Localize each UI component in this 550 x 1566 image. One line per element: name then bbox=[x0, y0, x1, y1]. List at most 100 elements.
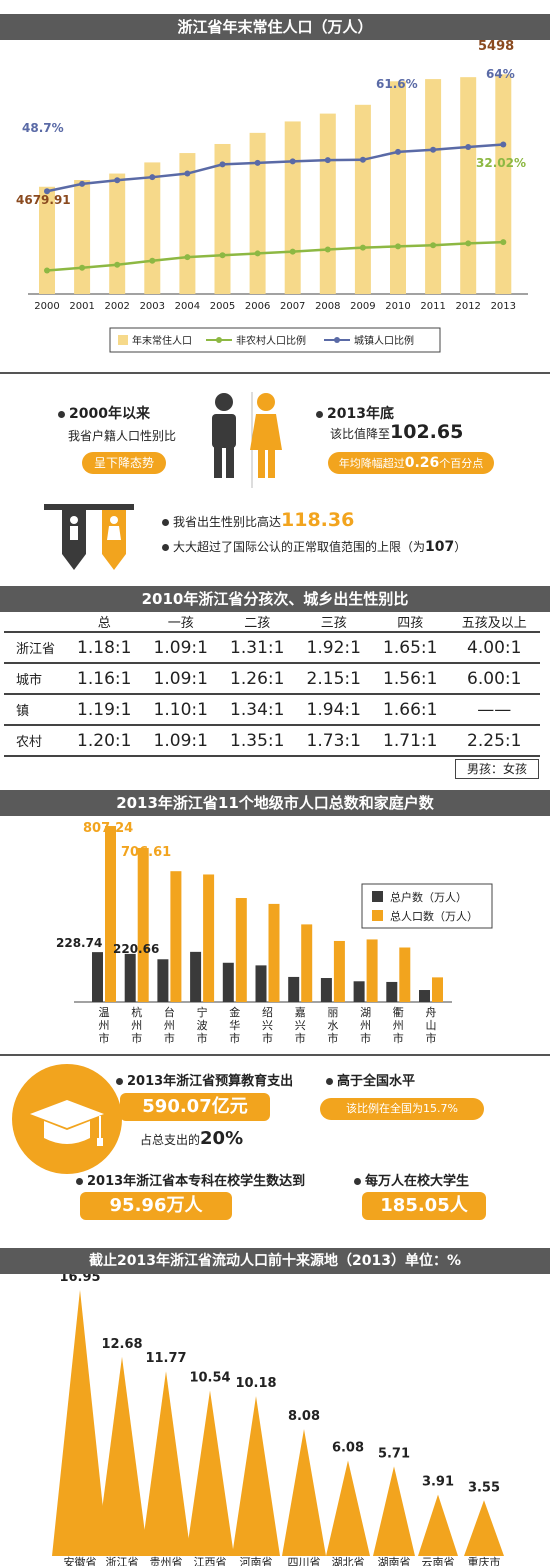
value-label: 12.68 bbox=[101, 1337, 142, 1352]
population-bar bbox=[39, 186, 55, 294]
sex-a-title: 2000年以来 bbox=[69, 406, 150, 422]
sex-a-title-row: 2000年以来 bbox=[58, 403, 150, 423]
x-tick-label: 2012 bbox=[455, 301, 480, 312]
nonrural-point bbox=[184, 254, 191, 261]
x-tick-label: 2013 bbox=[491, 301, 516, 312]
table-cell: 1.71:1 bbox=[372, 724, 449, 757]
value-label: 8.08 bbox=[288, 1409, 320, 1424]
sex-c-text: 我省出生性别比高达 bbox=[173, 515, 282, 529]
x-tick-label: 兴 bbox=[262, 1019, 273, 1032]
x-tick-label: 山 bbox=[426, 1019, 437, 1032]
table-row: 城市 1.16:1 1.09:1 1.26:1 2.15:1 1.56:1 6.00:1 bbox=[4, 662, 540, 694]
x-tick-label: 2011 bbox=[420, 301, 445, 312]
table-cell: 4.00:1 bbox=[448, 631, 540, 663]
x-tick-label: 州 bbox=[393, 1019, 404, 1032]
x-tick-label: 2009 bbox=[350, 301, 375, 312]
male-female-icon bbox=[212, 392, 282, 488]
household-bar bbox=[190, 951, 202, 1002]
population-bar bbox=[137, 847, 149, 1002]
household-bar bbox=[222, 962, 234, 1002]
population-bar bbox=[109, 173, 126, 294]
x-tick-label: 市 bbox=[262, 1031, 273, 1045]
table-cell: 1.73:1 bbox=[295, 724, 372, 757]
bullet-icon bbox=[326, 1078, 333, 1085]
value-label: 6.08 bbox=[332, 1441, 364, 1456]
bullet-icon bbox=[162, 519, 169, 526]
population-bar bbox=[249, 132, 266, 294]
x-tick-label: 市 bbox=[393, 1031, 404, 1045]
edu-1-title: 2013年浙江省预算教育支出 bbox=[127, 1074, 294, 1089]
edu-2-title: 高于全国水平 bbox=[337, 1074, 416, 1089]
x-tick-label: 市 bbox=[99, 1031, 110, 1045]
urban-point bbox=[79, 180, 86, 187]
urban-point bbox=[359, 156, 366, 163]
x-tick-label: 云南省 bbox=[422, 1556, 455, 1566]
nonrural-point bbox=[430, 242, 437, 249]
x-tick-label: 2001 bbox=[69, 301, 94, 312]
edu-1-pct: 20% bbox=[200, 1128, 244, 1149]
x-tick-label: 州 bbox=[131, 1019, 142, 1032]
x-tick-label: 水 bbox=[327, 1019, 338, 1032]
table-cell: 1.34:1 bbox=[219, 693, 296, 725]
source-peak bbox=[418, 1494, 458, 1556]
x-tick-label: 市 bbox=[360, 1031, 371, 1045]
x-tick-label: 嘉 bbox=[295, 1005, 306, 1019]
edu-4-value: 185.05人 bbox=[362, 1192, 486, 1220]
x-tick-label: 杭 bbox=[131, 1005, 142, 1019]
table-cell: 2.25:1 bbox=[448, 724, 540, 757]
bullet-icon bbox=[116, 1078, 123, 1085]
urban-point bbox=[149, 174, 156, 181]
table-cell: —— bbox=[448, 693, 540, 725]
sex-c-value: 118.36 bbox=[281, 509, 355, 531]
population-bar bbox=[390, 81, 406, 294]
x-tick-label: 浙江省 bbox=[106, 1556, 139, 1566]
source-peak bbox=[141, 1371, 191, 1556]
table-row-label: 城市 bbox=[4, 662, 66, 694]
table-header-cell bbox=[4, 612, 66, 632]
sex-d-value: 107 bbox=[425, 539, 455, 555]
table-cell: 1.09:1 bbox=[142, 724, 219, 757]
bullet-icon bbox=[354, 1178, 361, 1185]
population-bar bbox=[144, 162, 161, 294]
migrant-chart: 16.95 安徽省 12.68 浙江省 11.77 贵州省 10.54 江西省 10.18 河南省… bbox=[52, 1274, 504, 1566]
population-bar bbox=[203, 874, 215, 1002]
table-title: 2010年浙江省分孩次、城乡出生性别比 bbox=[0, 586, 550, 612]
x-tick-label: 兴 bbox=[295, 1019, 306, 1032]
urban-point bbox=[254, 159, 261, 166]
population-bar bbox=[170, 871, 182, 1002]
sex-b-text: 该比值降至 bbox=[330, 427, 391, 441]
nonrural-point bbox=[359, 244, 366, 251]
x-tick-label: 市 bbox=[327, 1031, 338, 1045]
divider bbox=[0, 1054, 550, 1056]
table-row: 浙江省 1.18:1 1.09:1 1.31:1 1.92:1 1.65:1 4.00:1 bbox=[4, 631, 540, 663]
population-bar bbox=[268, 903, 280, 1002]
table-cell: 1.16:1 bbox=[66, 662, 143, 694]
bullet-icon bbox=[162, 544, 169, 551]
source-peak bbox=[232, 1396, 280, 1556]
x-tick-label: 华 bbox=[229, 1018, 240, 1032]
population-bar bbox=[354, 104, 371, 294]
last-nonrural-label: 32.02% bbox=[476, 156, 526, 170]
source-peak bbox=[464, 1500, 504, 1556]
sex-b-row: 该比值降至102.65 bbox=[330, 421, 463, 443]
legend-population-swatch bbox=[372, 910, 383, 921]
urban-point bbox=[430, 146, 437, 153]
urban-point bbox=[289, 158, 296, 165]
first-urban-label: 48.7% bbox=[22, 121, 64, 135]
urban-point bbox=[500, 141, 507, 148]
x-tick-label: 舟 bbox=[426, 1005, 437, 1019]
urban-point bbox=[114, 177, 121, 184]
sex-ratio-table: 总一孩 二孩 三孩 四孩 五孩及以上 浙江省 1.18:1 1.09:1 1.31:1 1.92… bbox=[4, 612, 540, 757]
table-header-cell: 总 bbox=[97, 616, 111, 631]
legend-label: 城镇人口比例 bbox=[354, 334, 414, 347]
urban-2010-label: 61.6% bbox=[376, 77, 418, 91]
population-bar bbox=[432, 977, 443, 1002]
nonrural-point bbox=[465, 240, 472, 247]
population-bar bbox=[495, 74, 512, 295]
population-bar bbox=[105, 826, 116, 1002]
urban-point bbox=[219, 161, 226, 168]
x-tick-label: 台 bbox=[164, 1005, 175, 1019]
urban-line bbox=[46, 143, 504, 193]
household-label: 220.66 bbox=[113, 942, 159, 956]
value-label: 16.95 bbox=[59, 1274, 100, 1285]
